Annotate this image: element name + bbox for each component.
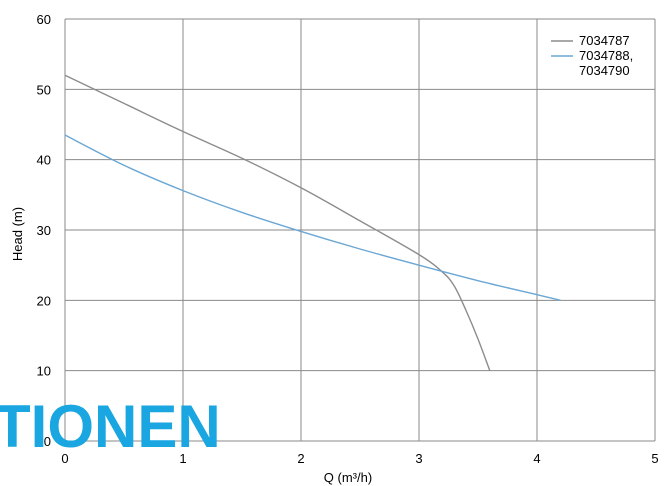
grid-lines bbox=[64, 18, 656, 442]
y-tick-label: 40 bbox=[37, 153, 51, 168]
y-tick-label: 20 bbox=[37, 293, 51, 308]
series-line-0 bbox=[64, 74, 491, 371]
legend-label: 7034787 bbox=[579, 33, 630, 48]
series-line-1 bbox=[64, 134, 561, 302]
x-tick-label: 4 bbox=[533, 451, 540, 466]
y-tick-label: 10 bbox=[37, 364, 51, 379]
legend-label: 7034788, 7034790 bbox=[579, 48, 633, 78]
y-axis-ticks: 0 10 20 30 40 50 60 bbox=[37, 12, 51, 449]
y-axis-label: Head (m) bbox=[10, 207, 25, 261]
y-tick-label: 0 bbox=[44, 434, 51, 449]
y-tick-label: 30 bbox=[37, 223, 51, 238]
x-axis-label: Q (m³/h) bbox=[324, 470, 372, 485]
series-lines bbox=[64, 74, 561, 371]
x-tick-label: 0 bbox=[61, 451, 68, 466]
x-tick-label: 3 bbox=[415, 451, 422, 466]
y-tick-label: 60 bbox=[37, 12, 51, 27]
y-tick-label: 50 bbox=[37, 82, 51, 97]
x-axis-ticks: 0 1 2 3 4 5 bbox=[61, 451, 658, 466]
x-tick-label: 1 bbox=[179, 451, 186, 466]
x-tick-label: 5 bbox=[651, 451, 658, 466]
x-tick-label: 2 bbox=[297, 451, 304, 466]
watermark-text: TIONEN bbox=[0, 393, 221, 460]
